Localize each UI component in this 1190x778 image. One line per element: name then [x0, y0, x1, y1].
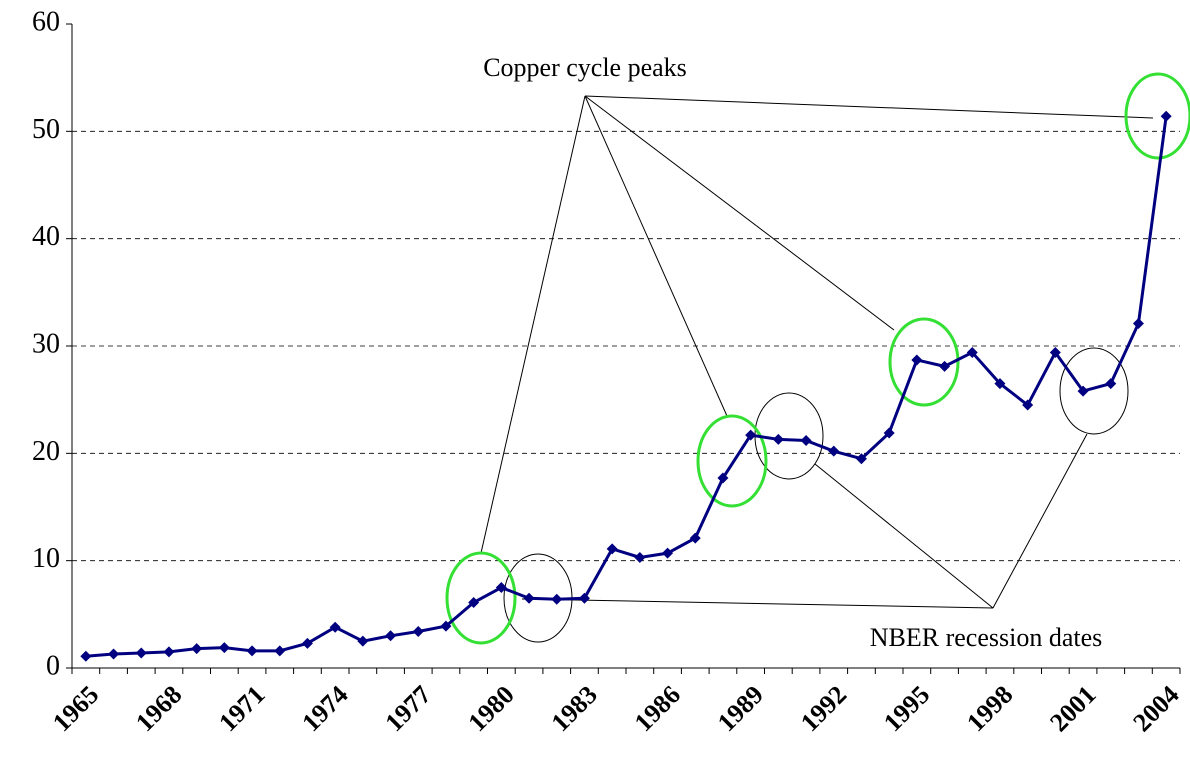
data-point [218, 642, 230, 654]
data-point [1105, 378, 1117, 390]
data-point [745, 429, 757, 441]
data-point [385, 630, 397, 642]
x-tick-label: 1971 [213, 680, 270, 737]
x-tick-label: 1989 [712, 680, 769, 737]
data-point [495, 582, 507, 593]
data-point [523, 592, 535, 604]
data-point [772, 433, 784, 445]
x-tick-label: 1992 [795, 680, 852, 737]
x-tick-label: 1965 [47, 680, 104, 737]
y-tick-label: 40 [32, 221, 60, 252]
annotation: NBER recession dates [870, 623, 1103, 652]
data-point [440, 620, 452, 632]
y-tick-label: 0 [46, 650, 60, 681]
data-point [717, 472, 729, 484]
data-point [883, 427, 895, 439]
data-point [689, 532, 701, 544]
data-point [800, 434, 812, 446]
data-point [329, 621, 341, 633]
data-point [412, 626, 424, 638]
data-point [163, 646, 175, 658]
series-line [85, 116, 1168, 658]
x-tick-label: 1995 [878, 680, 935, 737]
y-tick-label: 10 [32, 543, 60, 574]
data-point [80, 650, 92, 662]
data-point [634, 551, 646, 563]
data-point [855, 453, 867, 465]
data-point [108, 648, 120, 660]
data-point [662, 547, 674, 559]
data-point [1049, 346, 1061, 358]
data-point [468, 597, 480, 609]
data-point [606, 543, 618, 555]
data-point [828, 445, 840, 457]
x-tick-label: 2001 [1044, 680, 1101, 737]
x-tick-label: 1968 [130, 680, 187, 737]
data-point [994, 378, 1006, 390]
data-point [911, 354, 923, 366]
x-tick-label: 2004 [1127, 680, 1184, 737]
data-point [551, 593, 563, 605]
data-point [274, 645, 286, 657]
x-tick-label: 1977 [379, 680, 436, 737]
x-tick-label: 1983 [546, 680, 603, 737]
data-point [301, 637, 313, 649]
data-point [246, 645, 258, 657]
x-tick-label: 1974 [296, 680, 353, 737]
highlight-ellipses [445, 72, 1190, 645]
grid [72, 130, 1180, 562]
data-point [966, 346, 978, 358]
annotation-lines [480, 95, 1154, 609]
data-point [1160, 110, 1172, 122]
data-point [1132, 317, 1144, 329]
y-tick-label: 50 [32, 114, 60, 145]
data-point [191, 643, 203, 655]
annotation: Copper cycle peaks [483, 53, 687, 82]
data-point [135, 647, 147, 659]
y-tick-label: 30 [32, 328, 60, 359]
y-tick-label: 20 [32, 436, 60, 467]
data-point [357, 635, 369, 647]
x-tick-label: 1980 [463, 680, 520, 737]
data-point [939, 360, 951, 372]
y-tick-label: 60 [32, 6, 60, 37]
data-point [1022, 399, 1034, 411]
data-point [1077, 385, 1089, 397]
x-tick-label: 1998 [961, 680, 1018, 737]
x-tick-label: 1986 [629, 680, 686, 737]
data-point [578, 592, 590, 604]
